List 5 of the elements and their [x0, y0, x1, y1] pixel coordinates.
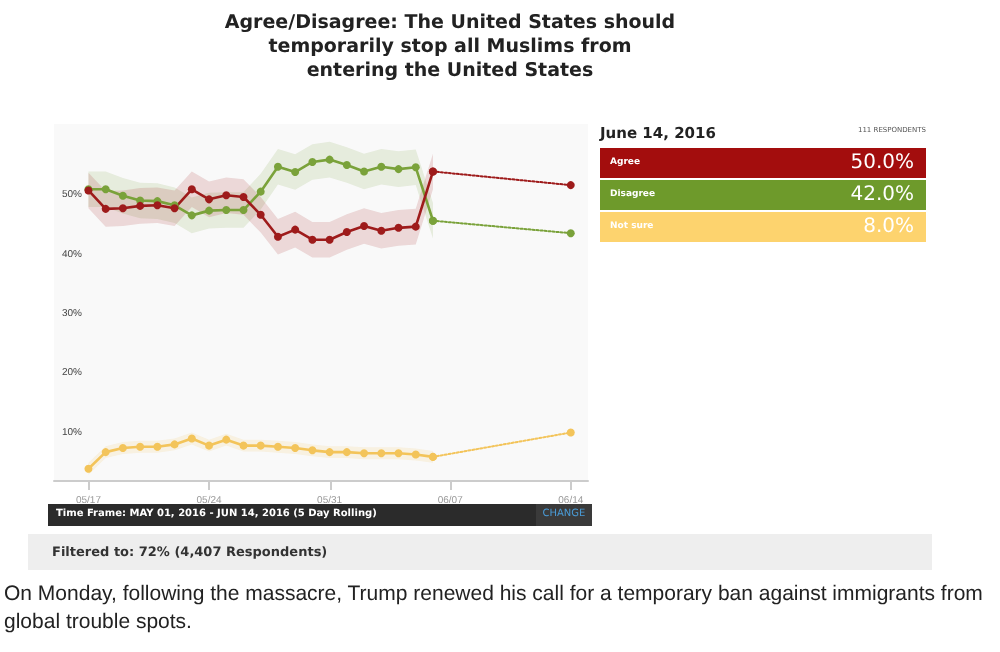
text: 50.0%: [850, 152, 914, 174]
text: On Monday, following the massacre, Trump renewed his call for a temporary ban against immigrants from global trouble spots.: [4, 580, 985, 636]
chart-title: Agree/Disagree: The United States should temporarily stop all Muslims from entering the United States: [222, 12, 678, 84]
text: 8.0%: [863, 216, 914, 238]
text: 42.0%: [850, 184, 914, 206]
